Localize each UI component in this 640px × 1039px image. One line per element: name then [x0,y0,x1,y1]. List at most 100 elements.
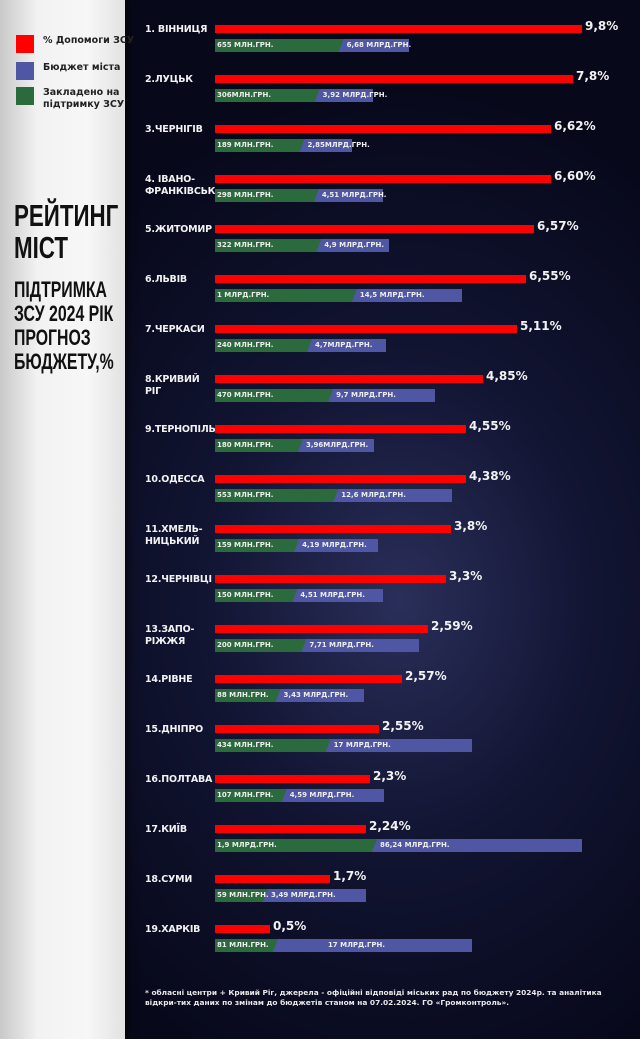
footnote: * обласні центри + Кривий Ріг, джерела -… [145,988,602,1007]
allocated-support-label: 655 МЛН.ГРН. [217,41,274,49]
city-label: 7.ЧЕРКАСИ [145,324,205,335]
city-label: 12.ЧЕРНІВЦІ [145,574,212,585]
support-pct-label: 0,5% [273,919,307,933]
allocated-support-label: 107 МЛН.ГРН. [217,791,274,799]
support-pct-label: 2,24% [369,819,411,833]
support-pct-label: 3,3% [449,569,483,583]
support-pct-bar [215,725,379,733]
city-label: 13.ЗАПО-РІЖЖЯ [145,624,195,647]
support-pct-bar [215,25,582,33]
budget-label: 7,71 МЛРД.ГРН. [309,641,374,649]
support-pct-bar [215,575,446,583]
support-pct-bar [215,275,526,283]
allocated-support-bar [215,289,357,302]
budget-label: 4,7МЛРД.ГРН. [315,341,373,349]
allocated-support-bar [215,789,287,802]
allocated-support-bar [215,639,306,652]
budget-label: 9,7 МЛРД.ГРН. [336,391,396,399]
budget-label: 12,6 МЛРД.ГРН. [341,491,406,499]
support-pct-bar [215,675,402,683]
allocated-support-label: 200 МЛН.ГРН. [217,641,274,649]
city-label: 3.ЧЕРНІГІВ [145,124,203,135]
budget-bar: 189 МЛН.ГРН. 2,85МЛРД.ГРН. [215,139,370,152]
support-pct-bar [215,225,534,233]
allocated-support-bar [215,689,281,702]
budget-bar: 298 МЛН.ГРН. 4,51 МЛРД.ГРН. [215,189,386,202]
allocated-support-label: 553 МЛН.ГРН. [217,491,274,499]
budget-label: 3,96МЛРД.ГРН. [306,441,369,449]
allocated-support-bar [215,339,312,352]
allocated-support-label: 298 МЛН.ГРН. [217,191,274,199]
budget-bar: 434 МЛН.ГРН. 17 МЛРД.ГРН. [215,739,473,752]
legend-label: % Допомоги ЗСУ [43,35,135,46]
legend-label: Бюджет міста [43,62,121,73]
allocated-support-bar [215,239,321,252]
support-pct-label: 4,38% [469,469,511,483]
legend-swatch-red [16,35,34,53]
city-label: 15.ДНІПРО [145,724,203,735]
allocated-support-bar [215,739,331,752]
allocated-support-label: 180 МЛН.ГРН. [217,441,274,449]
budget-label: 86,24 МЛРД.ГРН. [380,841,450,849]
budget-label: 17 МЛРД.ГРН. [327,941,386,949]
allocated-support-label: 1 МЛРД.ГРН. [217,291,270,299]
allocated-support-label: 434 МЛН.ГРН. [217,741,274,749]
legend-item-budget: Бюджет міста [16,62,138,80]
budget-bar: 470 МЛН.ГРН. 9,7 МЛРД.ГРН. [215,389,435,402]
city-label: 2.ЛУЦЬК [145,74,193,85]
support-pct-label: 2,59% [431,619,473,633]
support-pct-label: 2,57% [405,669,447,683]
support-pct-bar [215,175,551,183]
allocated-support-label: 240 МЛН.ГРН. [217,341,274,349]
city-label: 14.РІВНЕ [145,674,193,685]
support-pct-bar [215,125,551,133]
support-pct-label: 9,8% [585,19,619,33]
allocated-support-bar [215,389,333,402]
city-label: 17.КИЇВ [145,824,187,835]
allocated-support-bar [215,489,338,502]
city-label: 16.ПОЛТАВА [145,774,213,785]
budget-bar: 88 МЛН.ГРН. 3,43 МЛРД.ГРН. [215,689,365,702]
allocated-support-label: 189 МЛН.ГРН. [217,141,274,149]
support-pct-bar [215,75,573,83]
legend-label: Закладено на підтримку ЗСУ [43,87,125,110]
allocated-support-bar [215,939,278,952]
city-label: 10.ОДЕССА [145,474,205,485]
budget-bar: 180 МЛН.ГРН. 3,96МЛРД.ГРН. [215,439,375,452]
support-pct-label: 6,55% [529,269,571,283]
support-pct-label: 4,85% [486,369,528,383]
legend-swatch-green [16,87,34,105]
support-pct-label: 6,62% [554,119,596,133]
budget-bar: 306МЛН.ГРН. 3,92 МЛРД.ГРН. [215,89,387,102]
allocated-support-label: 88 МЛН.ГРН. [217,691,269,699]
budget-label: 4,51 МЛРД.ГРН. [300,591,365,599]
budget-bar: 200 МЛН.ГРН. 7,71 МЛРД.ГРН. [215,639,420,652]
support-pct-label: 5,11% [520,319,562,333]
city-label: 11.ХМЕЛЬ-НИЦЬКИЙ [145,524,203,547]
support-pct-label: 6,57% [537,219,579,233]
allocated-support-label: 59 МЛН.ГРН. [217,891,269,899]
city-label: 9.ТЕРНОПІЛЬ [145,424,216,435]
allocated-support-label: 470 МЛН.ГРН. [217,391,274,399]
support-pct-label: 7,8% [576,69,610,83]
allocated-support-bar [215,589,297,602]
support-pct-bar [215,625,428,633]
city-label: 19.ХАРКІВ [145,924,201,935]
budget-label: 4,9 МЛРД.ГРН. [324,241,385,249]
support-pct-bar [215,825,366,833]
budget-bar: 81 МЛН.ГРН. 17 МЛРД.ГРН. [215,939,473,952]
legend-item-support-pct: % Допомоги ЗСУ [16,35,138,53]
support-pct-bar [215,525,451,533]
allocated-support-bar [215,539,299,552]
support-pct-label: 6,60% [554,169,596,183]
left-panel: % Допомоги ЗСУ Бюджет міста Закладено на… [0,0,134,1039]
allocated-support-bar [215,39,344,52]
support-pct-bar [215,875,330,883]
budget-label: 4,19 МЛРД.ГРН. [302,541,367,549]
allocated-support-label: 159 МЛН.ГРН. [217,541,274,549]
budget-bar: 59 МЛН.ГРН. 3,49 МЛРД.ГРН. [215,889,366,902]
budget-label: 4,59 МЛРД.ГРН. [289,791,355,799]
legend-item-allocated: Закладено на підтримку ЗСУ [16,87,138,111]
city-label: 4. ІВАНО-ФРАНКІВСЬК [145,174,216,197]
city-label: 5.ЖИТОМИР [145,224,212,235]
